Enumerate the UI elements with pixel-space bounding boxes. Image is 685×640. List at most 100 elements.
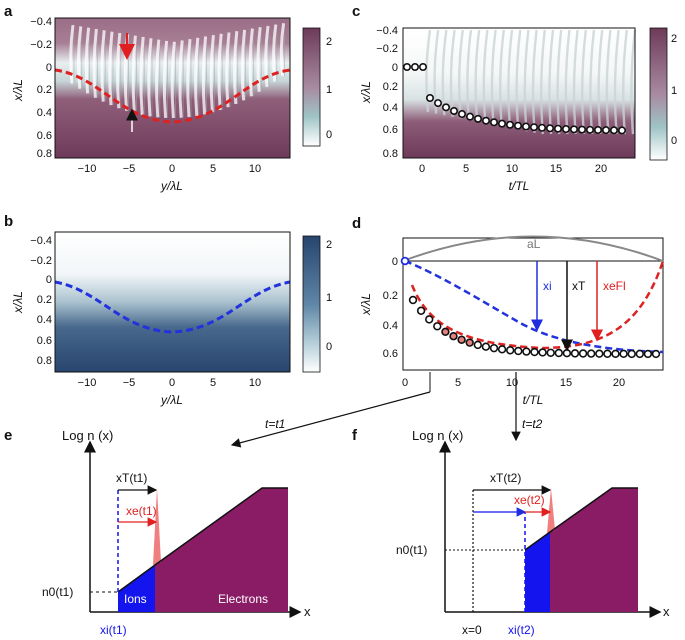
- panel-d-marker: [603, 349, 612, 358]
- panel-e-xT-label: xT(t1): [116, 471, 147, 485]
- panel-c-xtick: 5: [463, 163, 469, 175]
- panel-a-cbar-tick: 0: [326, 129, 332, 141]
- panel-c-marker: [473, 114, 482, 123]
- connector-t2-label: t=t2: [522, 417, 543, 431]
- panel-a-filament: [272, 24, 278, 82]
- panel-f-electron-region: [525, 488, 638, 612]
- panel-d-marker: [457, 335, 466, 344]
- panel-a-filament: [186, 38, 192, 118]
- panel-c-marker: [569, 125, 578, 134]
- panel-b-xtick: 5: [210, 377, 216, 389]
- panel-c-filament: [425, 29, 432, 113]
- panel-c-marker: [561, 125, 570, 134]
- panel-b-ytick: 0.8: [37, 355, 52, 367]
- panel-d-marker: [611, 349, 620, 358]
- panel-c-marker: [585, 125, 594, 134]
- panel-e-label: e: [4, 427, 12, 444]
- panel-c-filament: [523, 29, 530, 132]
- panel-d-ion-curve: [404, 259, 664, 354]
- panel-d-marker: [506, 346, 515, 355]
- panel-c-filament: [531, 29, 538, 133]
- panel-b-ytick: −0.2: [30, 255, 52, 267]
- panel-f-xi-label: xi(t2): [508, 623, 535, 637]
- panel-c-cbar-tick: 0: [671, 135, 677, 147]
- connector-t1-label: t=t1: [265, 417, 285, 431]
- panel-c-marker: [481, 116, 490, 125]
- panel-b-ytick: 0.4: [37, 314, 52, 326]
- panel-e-density-profile: [117, 487, 288, 593]
- panel-a-ytick: 0: [46, 62, 52, 74]
- panel-d-marker: [643, 349, 653, 359]
- panel-a-ytick: 0.6: [37, 130, 52, 142]
- panel-e: e Log n (x) x xT(t1) xe(t1) n0(t1) xi(t1…: [4, 427, 311, 637]
- panel-e-electron-spike: [153, 488, 161, 565]
- panel-c-marker: [553, 124, 562, 133]
- panel-c-filament: [605, 29, 612, 135]
- panel-c-marker: [537, 123, 546, 132]
- panel-d-ytick: 0.4: [383, 320, 398, 332]
- panel-d-xtick: 10: [506, 377, 518, 389]
- panel-c-marker: [497, 119, 506, 128]
- panel-a-ylabel: x/λL: [11, 79, 25, 102]
- panel-d-ytick: 0: [392, 256, 398, 268]
- panel-c-ytick: 0.8: [383, 148, 398, 160]
- panel-a-xtick: −5: [123, 163, 136, 175]
- panel-c-marker: [505, 120, 514, 129]
- panel-c-filament: [622, 29, 628, 135]
- panel-b-ytick: −0.4: [30, 235, 52, 247]
- panel-a-ytick: −0.4: [30, 16, 52, 28]
- panel-d-marker: [465, 338, 474, 347]
- panel-a-filament: [147, 38, 153, 117]
- panel-b-cbar-tick: 1: [326, 292, 332, 304]
- panel-b-colorbar: [302, 235, 321, 373]
- panel-a-ytick: −0.2: [30, 39, 52, 51]
- panel-b-xtick: −10: [78, 377, 97, 389]
- panel-b-ytick: 0.6: [37, 335, 52, 347]
- panel-d-xtick: 5: [455, 377, 461, 389]
- panel-c-xtick: 10: [506, 163, 518, 175]
- panel-a-filament: [100, 30, 106, 102]
- panel-d-laser-label: aL: [527, 237, 541, 251]
- panel-f-label: f: [352, 427, 358, 444]
- panel-d-xtick: 15: [560, 377, 572, 389]
- panel-c-marker: [577, 125, 586, 134]
- panel-c-markers: [402, 62, 626, 135]
- panel-c-filament: [499, 29, 505, 127]
- panel-c-marker: [593, 126, 602, 135]
- panel-c-cbar-tick: 1: [671, 85, 677, 97]
- panel-e-x-axis-label: x: [304, 604, 311, 619]
- panel-a-filament: [69, 24, 75, 84]
- panel-a-filament: [279, 23, 286, 77]
- panel-a-filament: [139, 36, 145, 116]
- panel-d-ylabel: x/λL: [359, 293, 373, 316]
- panel-c-filament: [630, 29, 637, 135]
- panel-c-marker: [489, 118, 498, 127]
- panel-a-filament: [84, 27, 91, 94]
- panel-c-ytick: 0.2: [383, 81, 398, 93]
- panel-c-marker: [449, 106, 458, 115]
- panel-d-marker: [514, 346, 523, 356]
- panel-c-filament: [548, 29, 555, 135]
- panel-d-total-label: xT: [572, 279, 586, 293]
- panel-a: a −0.4 −0.2 0 0.2 0.4 0.6 0.8 −10 −5 0 5…: [4, 3, 332, 193]
- panel-a-xtick: 0: [169, 163, 175, 175]
- panel-a-xtick: 10: [249, 163, 261, 175]
- panel-f-xT-label: xT(t2): [490, 471, 521, 485]
- panel-a-filament: [201, 36, 208, 115]
- panel-e-electron-region: [118, 488, 288, 612]
- panel-d-marker: [489, 343, 499, 353]
- panel-a-filament: [194, 37, 200, 116]
- panel-d-marker: [522, 347, 531, 356]
- panel-c-frame: [402, 27, 636, 159]
- panel-d-marker: [449, 332, 458, 341]
- panel-a-filament: [108, 31, 114, 106]
- panel-f-y-axis-label: Log n (x): [412, 428, 463, 443]
- panel-c-marker: [545, 124, 554, 133]
- panel-c-filament: [458, 29, 464, 119]
- panel-c-marker: [441, 103, 450, 112]
- panel-a-filament: [162, 40, 169, 118]
- panel-b-label: b: [4, 213, 13, 230]
- panel-c-ytick: 0.6: [383, 124, 398, 136]
- panel-c-ytick: 0.4: [383, 102, 398, 114]
- panel-c-filament: [490, 29, 497, 125]
